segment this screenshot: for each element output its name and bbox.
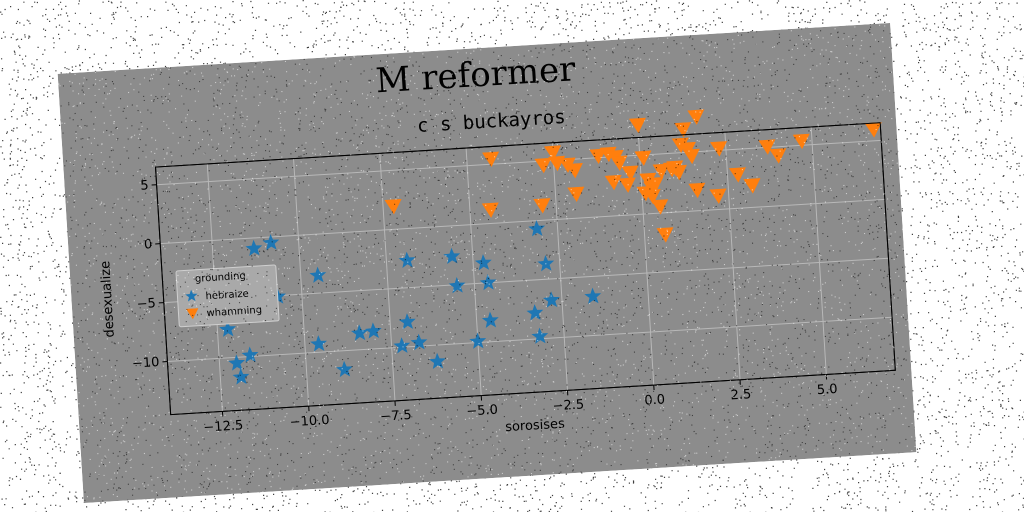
y-tick-label: −5	[136, 296, 156, 312]
x-tick-label: −10.0	[289, 413, 330, 430]
x-tick-label: −5.0	[466, 403, 498, 420]
x-tick-label: −2.5	[552, 397, 584, 414]
y-tick-label: 5	[140, 178, 149, 193]
x-tick-label: 5.0	[816, 382, 838, 398]
chart-figure: M reformer c s buckayros −12.5 −10.0 −7.5−…	[58, 23, 917, 503]
x-tick-label: −7.5	[380, 408, 412, 425]
x-tick-label: −12.5	[203, 418, 244, 435]
legend: grounding hebraize whamming	[176, 265, 279, 327]
chart-svg: M reformer c s buckayros −12.5 −10.0 −7.5−…	[58, 23, 917, 503]
